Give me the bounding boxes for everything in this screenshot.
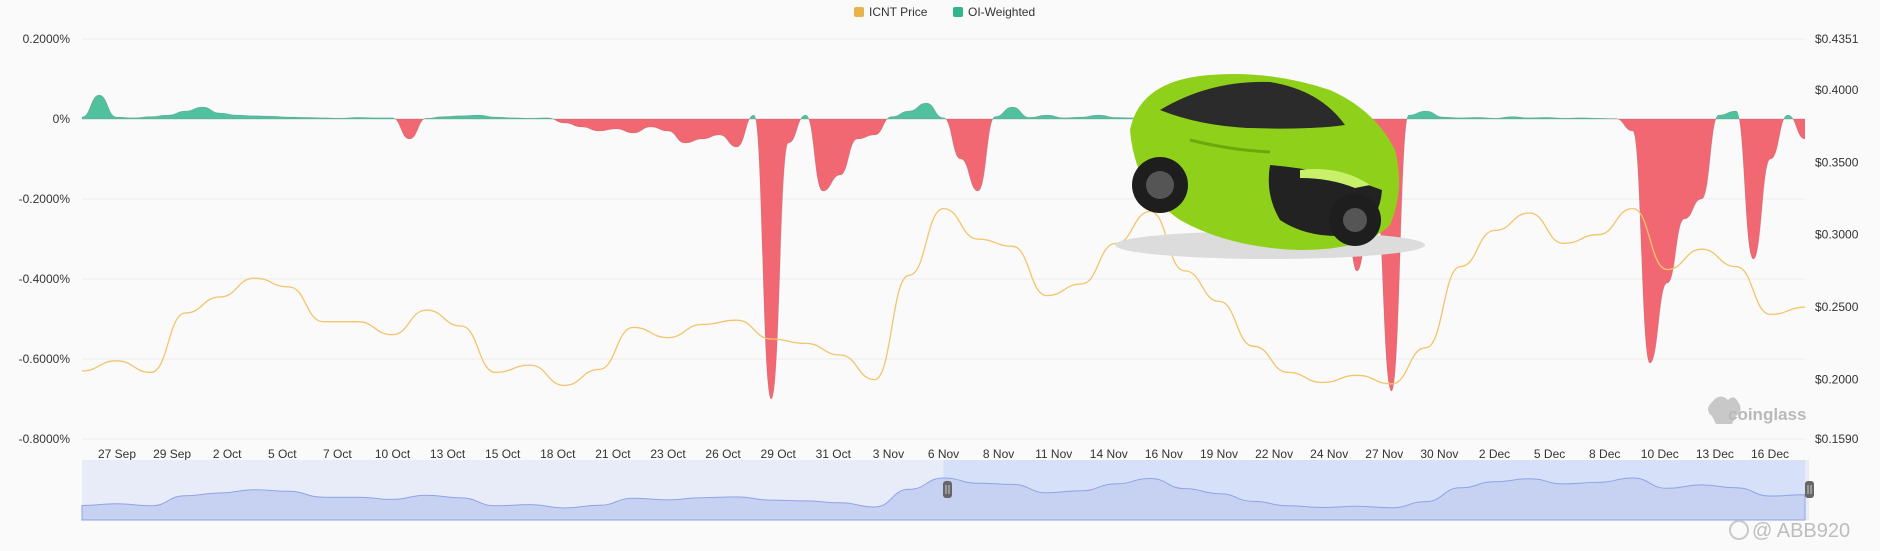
x-tick-label: 21 Oct: [595, 447, 631, 461]
credit-watermark: @ ABB920: [1729, 520, 1850, 542]
right-tick-label: $0.4351: [1815, 32, 1859, 46]
x-tick-label: 5 Oct: [268, 447, 297, 461]
range-selector[interactable]: [81, 460, 1814, 521]
left-tick-label: -0.4000%: [19, 272, 71, 286]
x-tick-label: 5 Dec: [1534, 447, 1565, 461]
oi-weighted-negative-fill: [82, 119, 1805, 399]
right-tick-label: $0.3500: [1815, 155, 1859, 169]
oi-weighted-positive-fill: [82, 95, 1805, 119]
x-tick-label: 18 Oct: [540, 447, 576, 461]
x-tick-label: 13 Oct: [430, 447, 466, 461]
x-tick-label: 6 Nov: [928, 447, 959, 461]
x-tick-label: 10 Dec: [1641, 447, 1679, 461]
oi-weighted-outline: [81, 94, 1806, 400]
x-tick-label: 13 Dec: [1696, 447, 1734, 461]
legend-label-1[interactable]: OI-Weighted: [968, 5, 1035, 19]
left-tick-label: 0%: [53, 112, 71, 126]
right-tick-label: $0.2000: [1815, 373, 1859, 387]
coinglass-logo-icon: [1708, 396, 1741, 424]
x-tick-label: 8 Nov: [983, 447, 1014, 461]
x-tick-label: 24 Nov: [1310, 447, 1348, 461]
credit-text: @ ABB920: [1752, 520, 1850, 542]
left-tick-label: -0.2000%: [19, 192, 71, 206]
right-tick-label: $0.1590: [1815, 432, 1859, 446]
x-tick-label: 31 Oct: [816, 447, 852, 461]
icnt-price-line: [81, 207, 1806, 387]
legend-swatch-0[interactable]: [854, 7, 864, 17]
x-tick-label: 15 Oct: [485, 447, 521, 461]
x-tick-label: 14 Nov: [1090, 447, 1128, 461]
x-tick-label: 11 Nov: [1035, 447, 1072, 461]
oi-weighted-area: [81, 94, 1806, 400]
sports-car-image: [1115, 74, 1425, 259]
left-tick-label: -0.8000%: [19, 432, 71, 446]
x-tick-label: 22 Nov: [1255, 447, 1293, 461]
x-tick-label: 19 Nov: [1200, 447, 1238, 461]
right-y-axis: $0.4351 $0.4000 $0.3500 $0.3000 $0.2500 $0.20…: [1815, 32, 1859, 446]
coinglass-brand: coinglass: [1728, 405, 1806, 424]
legend-label-0[interactable]: ICNT Price: [869, 5, 928, 19]
navigator-price-area: [81, 477, 1806, 521]
navigator-right-handle[interactable]: [1805, 481, 1814, 498]
legend: ICNT Price OI-Weighted: [854, 5, 1035, 19]
right-tick-label: $0.4000: [1815, 83, 1859, 97]
x-axis: 27 Sep 29 Sep 2 Oct 5 Oct 7 Oct 10 Oct 13 Oct 1…: [98, 447, 1789, 461]
coinglass-watermark: coinglass: [1708, 396, 1806, 424]
x-tick-label: 27 Sep: [98, 447, 136, 461]
x-tick-label: 3 Nov: [873, 447, 904, 461]
grid-lines: [82, 38, 1805, 440]
x-tick-label: 16 Dec: [1751, 447, 1789, 461]
x-tick-label: 23 Oct: [650, 447, 686, 461]
x-tick-label: 10 Oct: [375, 447, 411, 461]
x-tick-label: 30 Nov: [1420, 447, 1458, 461]
right-tick-label: $0.3000: [1815, 228, 1859, 242]
x-tick-label: 2 Oct: [213, 447, 242, 461]
x-tick-label: 2 Dec: [1479, 447, 1510, 461]
left-tick-label: -0.6000%: [19, 352, 71, 366]
x-tick-label: 8 Dec: [1589, 447, 1620, 461]
x-tick-label: 29 Oct: [761, 447, 797, 461]
icnt-price-path: [81, 207, 1806, 387]
x-tick-label: 16 Nov: [1145, 447, 1183, 461]
left-tick-label: 0.2000%: [23, 32, 71, 46]
x-tick-label: 29 Sep: [153, 447, 191, 461]
navigator-left-handle[interactable]: [943, 481, 952, 498]
left-y-axis: 0.2000% 0% -0.2000% -0.4000% -0.6000% -0.8000…: [19, 32, 71, 446]
x-tick-label: 7 Oct: [323, 447, 352, 461]
right-tick-label: $0.2500: [1815, 300, 1859, 314]
x-tick-label: 27 Nov: [1365, 447, 1403, 461]
x-tick-label: 26 Oct: [705, 447, 741, 461]
legend-swatch-1[interactable]: [953, 7, 963, 17]
